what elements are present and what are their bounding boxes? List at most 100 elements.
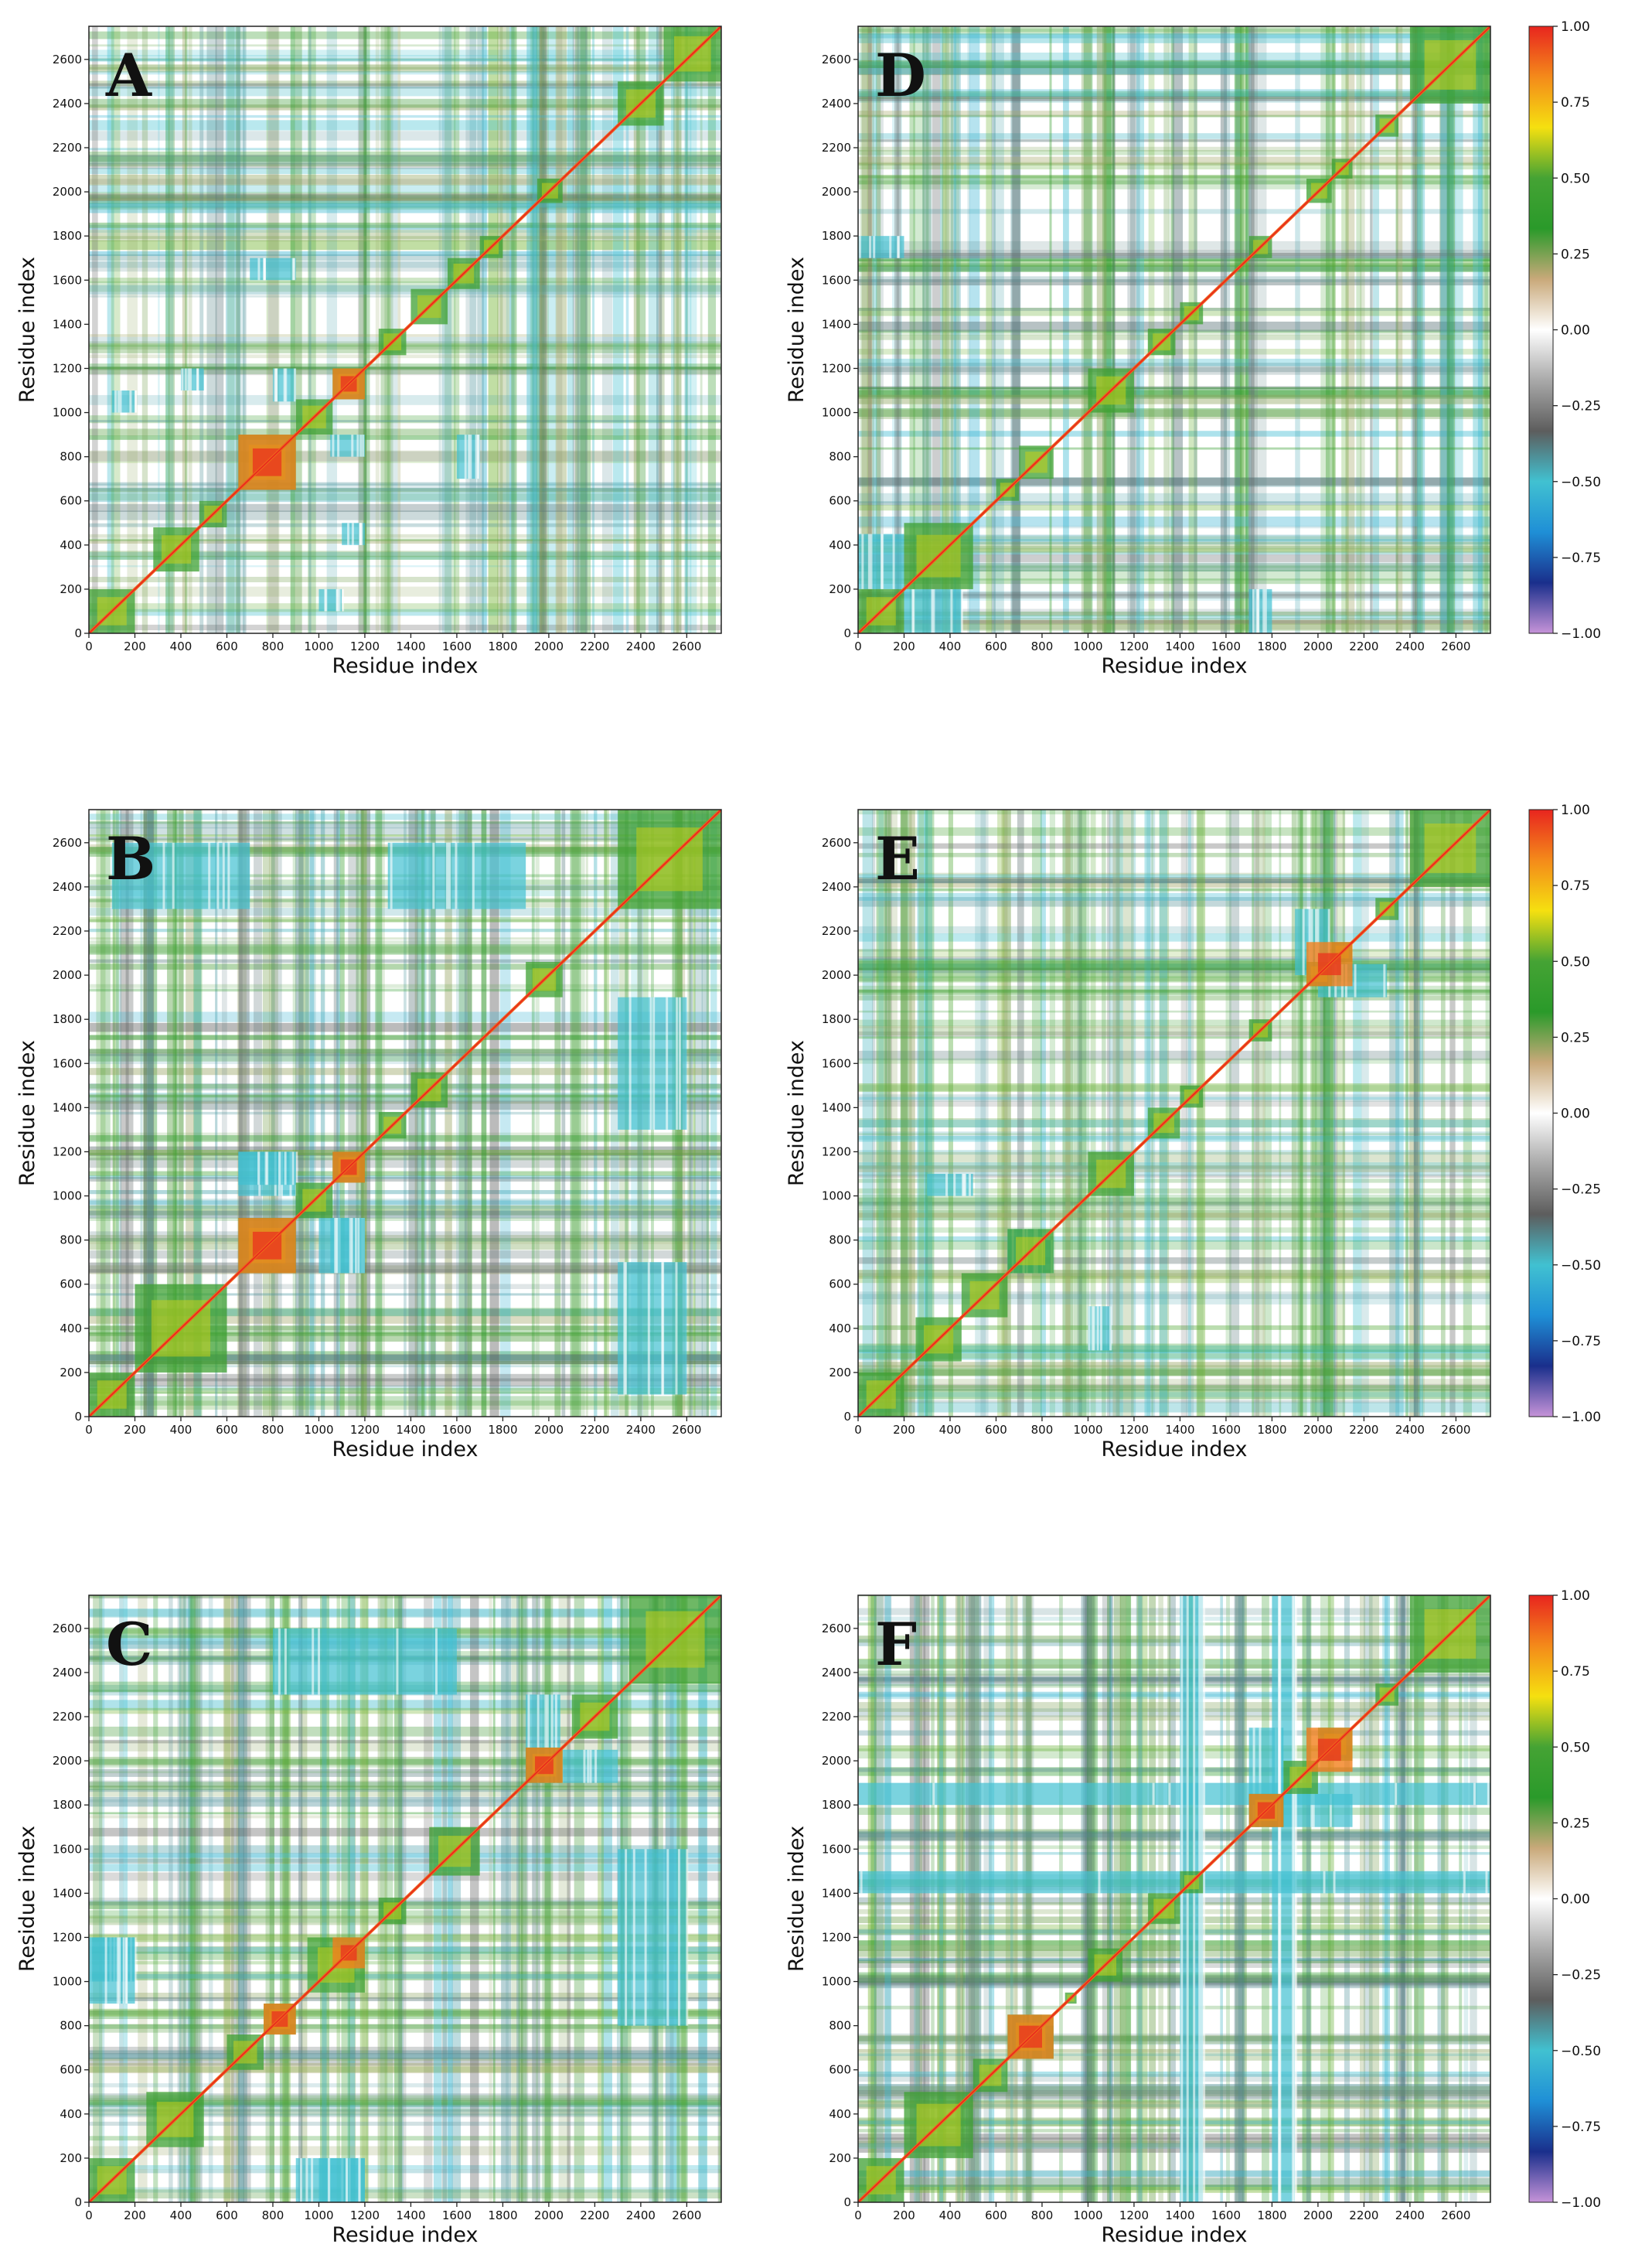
corr-stripe: [986, 26, 993, 633]
corr-stripe: [858, 1161, 1490, 1169]
corr-stripe: [89, 1385, 721, 1391]
corr-stripe: [966, 1595, 976, 2202]
corr-stripe: [1251, 26, 1259, 633]
x-tick-label: 1400: [396, 2208, 425, 2222]
corr-stripe: [100, 810, 111, 1417]
region-gap: [359, 523, 362, 545]
corr-stripe: [1123, 810, 1134, 1417]
colorbar-tick-label: −0.25: [1561, 1968, 1601, 1983]
region-gap: [181, 368, 184, 391]
corr-stripe: [540, 26, 545, 633]
corr-stripe: [89, 224, 721, 230]
corr-stripe: [89, 1049, 721, 1053]
region-gap: [135, 391, 138, 413]
region-gap: [184, 368, 187, 391]
corr-stripe: [1405, 810, 1408, 1417]
corr-stripe: [858, 957, 1490, 961]
negative-correlation-region: [330, 435, 365, 457]
colorbar-tick-label: −0.25: [1561, 1182, 1601, 1198]
region-gap: [1099, 1306, 1102, 1351]
corr-stripe: [884, 810, 893, 1417]
corr-stripe: [89, 1355, 721, 1362]
x-tick-label: 2600: [672, 2208, 701, 2222]
heatmap-cells: [89, 26, 721, 633]
corr-stripe: [1327, 1595, 1334, 2202]
region-gap: [1473, 1782, 1476, 1806]
corr-stripe: [1014, 1595, 1018, 2202]
corr-stripe: [1440, 26, 1451, 633]
y-tick-label: 1400: [53, 1886, 82, 1900]
panel-letter: F: [875, 1610, 917, 1679]
region-gap: [342, 588, 345, 612]
corr-stripe: [706, 810, 710, 1417]
region-gap: [892, 534, 895, 589]
corr-stripe: [858, 253, 1490, 259]
x-tick-label: 800: [1031, 639, 1054, 653]
corr-stripe: [89, 71, 721, 75]
corr-stripe: [89, 2008, 721, 2017]
corr-stripe: [89, 1152, 721, 1161]
x-axis-label: Residue index: [332, 2223, 478, 2247]
corr-stripe: [431, 810, 436, 1417]
corr-stripe: [1102, 810, 1106, 1417]
corr-stripe: [544, 26, 549, 633]
corr-stripe: [858, 1715, 1490, 1721]
corr-stripe: [89, 278, 721, 283]
corr-stripe: [177, 1595, 186, 2202]
corr-stripe: [89, 193, 721, 202]
corr-stripe: [89, 155, 721, 165]
corr-stripe: [858, 1829, 1490, 1834]
region-gap: [1152, 1782, 1155, 1806]
x-tick-label: 800: [262, 1423, 284, 1437]
corr-stripe: [89, 1765, 721, 1768]
corr-stripe: [858, 950, 1490, 957]
corr-stripe: [89, 1933, 721, 1936]
corr-stripe: [858, 874, 1490, 878]
region-gap: [945, 1174, 949, 1196]
region-gap: [134, 1937, 137, 1982]
corr-stripe: [858, 2089, 1490, 2099]
y-tick-label: 800: [829, 1233, 851, 1247]
corr-stripe: [361, 810, 367, 1417]
corr-stripe: [520, 1595, 523, 2202]
corr-stripe: [1415, 26, 1417, 633]
corr-stripe: [1302, 1595, 1312, 2202]
corr-stripe: [858, 591, 1490, 601]
x-tick-label: 2200: [1349, 2208, 1378, 2222]
corr-stripe: [89, 2010, 721, 2015]
corr-stripe: [858, 263, 1490, 272]
corr-stripe: [541, 1595, 545, 2202]
corr-stripe: [858, 897, 1490, 907]
corr-stripe: [858, 394, 1490, 404]
region-gap: [873, 236, 876, 258]
corr-stripe: [93, 1595, 103, 2202]
region-gap: [632, 1849, 635, 2026]
y-tick-label: 2200: [822, 924, 851, 938]
y-tick-label: 1400: [822, 317, 851, 331]
region-gap: [675, 1262, 678, 1395]
corr-stripe: [858, 995, 1490, 1001]
corr-stripe: [858, 623, 1490, 632]
x-tick-label: 1600: [442, 2208, 472, 2222]
corr-stripe: [1446, 26, 1456, 633]
region-gap: [1293, 1595, 1296, 2202]
corr-stripe: [925, 26, 932, 633]
region-gap: [264, 1151, 267, 1185]
corr-stripe: [924, 810, 932, 1417]
corr-stripe: [89, 1872, 721, 1881]
x-tick-label: 2200: [580, 2208, 609, 2222]
corr-stripe: [909, 810, 915, 1417]
region-gap: [117, 391, 120, 413]
corr-stripe: [89, 1726, 721, 1737]
main-diagonal-core: [858, 810, 1490, 1417]
y-tick-label: 400: [829, 1322, 851, 1335]
plot-frame: [857, 26, 1491, 634]
corr-stripe: [967, 26, 970, 633]
region-gap: [1201, 1595, 1204, 2202]
corr-stripe: [1087, 1595, 1096, 2202]
y-axis-label: Residue index: [15, 1826, 39, 1972]
x-tick-label: 1200: [1119, 639, 1149, 653]
corr-stripe: [894, 26, 901, 633]
corr-stripe: [492, 1595, 496, 2202]
corr-stripe: [858, 2035, 1490, 2045]
